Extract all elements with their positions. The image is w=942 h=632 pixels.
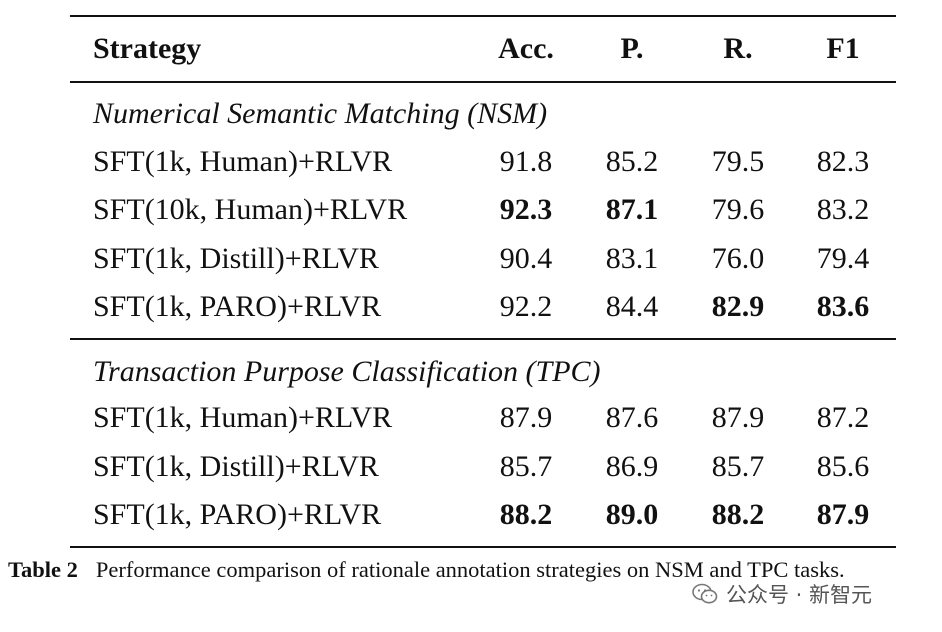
row-acc: 87.9: [499, 401, 553, 434]
section-title-tpc: Transaction Purpose Classification (TPC): [93, 355, 601, 388]
row-f1: 87.2: [816, 401, 870, 434]
header-strategy: Strategy: [93, 32, 202, 65]
row-strategy: SFT(1k, Distill)+RLVR: [93, 450, 379, 483]
row-f1: 87.9: [816, 498, 870, 531]
row-recall: 88.2: [711, 498, 765, 531]
row-acc: 85.7: [499, 450, 553, 483]
header-acc: Acc.: [498, 32, 554, 65]
row-recall: 87.9: [711, 401, 765, 434]
row-recall: 85.7: [711, 450, 765, 483]
row-f1: 83.2: [816, 193, 870, 226]
section-divider-rule: [70, 338, 896, 340]
row-strategy: SFT(10k, Human)+RLVR: [93, 193, 408, 226]
row-precision: 89.0: [605, 498, 659, 531]
watermark-text: 公众号 · 新智元: [726, 583, 873, 607]
row-f1: 83.6: [816, 290, 870, 323]
header-precision: P.: [620, 32, 644, 65]
header-recall: R.: [723, 32, 753, 65]
caption-label: Table 2: [8, 557, 78, 582]
table-top-rule: [70, 15, 896, 17]
table-row: SFT(1k, Human)+RLVR 91.8 85.2 79.5 82.3: [0, 142, 942, 182]
watermark: 公众号 · 新智元: [690, 578, 875, 610]
row-precision: 84.4: [605, 290, 659, 323]
row-acc: 91.8: [499, 145, 553, 178]
row-f1: 79.4: [816, 242, 870, 275]
row-f1: 85.6: [816, 450, 870, 483]
row-strategy: SFT(1k, PARO)+RLVR: [93, 498, 382, 531]
row-precision: 86.9: [605, 450, 659, 483]
row-acc: 90.4: [499, 242, 553, 275]
caption-text: Performance comparison of rationale anno…: [95, 557, 845, 582]
row-strategy: SFT(1k, PARO)+RLVR: [93, 290, 382, 323]
table-caption: Table 2 Performance comparison of rationa…: [8, 553, 938, 586]
table-header-row: Strategy Acc. P. R. F1: [0, 29, 942, 69]
row-acc: 88.2: [499, 498, 553, 531]
table-row: SFT(10k, Human)+RLVR 92.3 87.1 79.6 83.2: [0, 190, 942, 230]
row-strategy: SFT(1k, Human)+RLVR: [93, 401, 393, 434]
table-bottom-rule: [70, 546, 896, 548]
row-precision: 87.1: [605, 193, 659, 226]
section-title-nsm: Numerical Semantic Matching (NSM): [93, 97, 548, 130]
header-f1: F1: [826, 32, 860, 65]
table-row: SFT(1k, Distill)+RLVR 85.7 86.9 85.7 85.…: [0, 447, 942, 487]
wechat-icon: [692, 583, 718, 605]
row-recall: 79.5: [711, 145, 765, 178]
header-rule: [70, 81, 896, 83]
row-recall: 76.0: [711, 242, 765, 275]
table-row: SFT(1k, Distill)+RLVR 90.4 83.1 76.0 79.…: [0, 239, 942, 279]
row-recall: 82.9: [711, 290, 765, 323]
row-recall: 79.6: [711, 193, 765, 226]
row-strategy: SFT(1k, Distill)+RLVR: [93, 242, 379, 275]
table-row: SFT(1k, Human)+RLVR 87.9 87.6 87.9 87.2: [0, 398, 942, 438]
row-acc: 92.2: [499, 290, 553, 323]
row-precision: 85.2: [605, 145, 659, 178]
row-strategy: SFT(1k, Human)+RLVR: [93, 145, 393, 178]
row-precision: 87.6: [605, 401, 659, 434]
row-f1: 82.3: [816, 145, 870, 178]
row-precision: 83.1: [605, 242, 659, 275]
row-acc: 92.3: [499, 193, 553, 226]
table-row: SFT(1k, PARO)+RLVR 88.2 89.0 88.2 87.9: [0, 495, 942, 535]
table-row: SFT(1k, PARO)+RLVR 92.2 84.4 82.9 83.6: [0, 287, 942, 327]
